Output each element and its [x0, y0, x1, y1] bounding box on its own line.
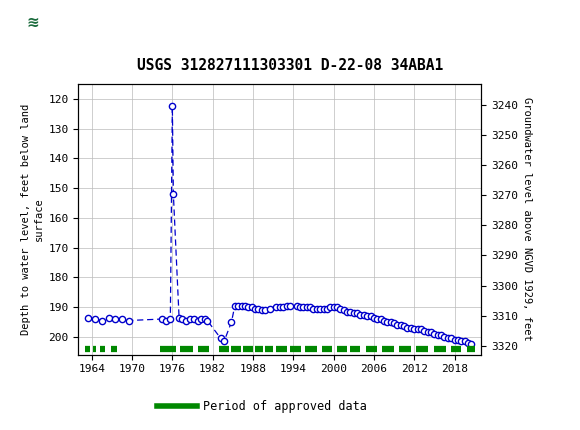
Text: Period of approved data: Period of approved data: [203, 400, 367, 413]
Text: USGS 312827111303301 D-22-08 34ABA1: USGS 312827111303301 D-22-08 34ABA1: [137, 58, 443, 73]
Y-axis label: Groundwater level above NGVD 1929, feet: Groundwater level above NGVD 1929, feet: [522, 98, 532, 341]
Y-axis label: Depth to water level, feet below land
surface: Depth to water level, feet below land su…: [21, 104, 44, 335]
Text: ≋: ≋: [27, 15, 39, 30]
Text: USGS: USGS: [66, 14, 121, 31]
Bar: [7, 6, 59, 40]
